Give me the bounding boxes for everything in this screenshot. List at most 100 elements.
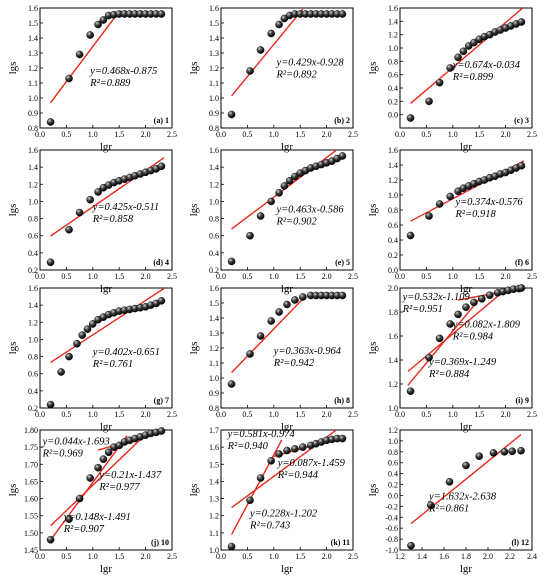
x-tick-label: 1.0 <box>269 272 279 281</box>
x-tick-label: 0.5 <box>242 552 252 561</box>
x-tick-label: 1.5 <box>295 410 305 419</box>
data-point <box>445 478 454 486</box>
x-tick-label: 1.0 <box>269 130 279 139</box>
data-point <box>283 446 291 455</box>
y-tick-label: 1.1 <box>209 529 219 538</box>
y-tick-label: 0.8 <box>388 448 398 457</box>
y-tick-label: 1.6 <box>28 284 38 293</box>
data-point <box>338 152 347 160</box>
y-tick-label: 1.7 <box>209 426 219 435</box>
y-tick-label: 1.6 <box>28 146 38 155</box>
y-axis-label: lgs <box>7 204 19 217</box>
y-tick-label: 1.0 <box>209 197 219 206</box>
data-point <box>99 455 108 463</box>
data-point <box>246 231 254 240</box>
y-tick-label: 0.0 <box>388 111 398 120</box>
panel-l: 1.2 1.4 1.6 1.8 2.0 2.2 2.4 -1.0 -0.8 -0.6 -0.4 -0.… <box>367 426 537 575</box>
y-tick-label: 0.0 <box>388 266 398 275</box>
fit-line <box>230 439 283 535</box>
y-axis-label: lgs <box>7 342 19 355</box>
data-point <box>78 331 87 339</box>
fit-equation: y=0.429x-0.928 <box>275 58 344 69</box>
x-tick-label: 1.5 <box>474 410 484 419</box>
data-point <box>446 320 454 328</box>
data-point <box>227 110 236 119</box>
y-tick-label: 0.2 <box>388 251 398 260</box>
y-tick-label: 1.4 <box>388 17 398 26</box>
y-tick-label: 0.4 <box>28 249 38 258</box>
x-axis-label: lgr <box>460 421 473 433</box>
x-tick-label: 2.0 <box>322 130 332 139</box>
x-tick-label: 1.6 <box>439 552 449 561</box>
x-tick-label: 0.0 <box>35 272 45 281</box>
y-tick-label: 1.2 <box>388 380 398 389</box>
y-tick-label: 0.6 <box>388 71 398 80</box>
data-point <box>435 334 444 343</box>
y-tick-label: 1.0 <box>388 191 398 200</box>
y-tick-label: 1.5 <box>28 19 38 28</box>
x-tick-label: 1.5 <box>295 130 305 139</box>
y-tick-label: 1.0 <box>209 94 219 103</box>
data-point <box>406 114 415 122</box>
data-point <box>517 284 526 292</box>
x-tick-label: 1.0 <box>448 410 458 419</box>
data-point <box>75 494 84 503</box>
y-tick-label: -0.2 <box>385 502 398 511</box>
fit-r2: R²=0.899 <box>452 72 494 83</box>
y-tick-label: 0.8 <box>28 215 38 224</box>
x-tick-label: 2.0 <box>322 410 332 419</box>
fit-line <box>231 150 338 230</box>
panel-label: (h) 8 <box>334 396 350 405</box>
x-tick-label: 1.2 <box>395 552 405 561</box>
y-tick-label: 1.75 <box>24 443 38 452</box>
y-tick-label: 0.6 <box>388 459 398 468</box>
y-tick-label: 0.8 <box>388 57 398 66</box>
fit-equation: y=0.468x-0.875 <box>89 66 157 77</box>
fit-line <box>50 288 165 364</box>
fit-equation: y=0.463x-0.586 <box>275 204 344 215</box>
data-point <box>338 291 347 300</box>
data-point <box>46 118 55 126</box>
x-tick-label: 2.5 <box>348 410 358 419</box>
data-point <box>75 208 84 217</box>
panel-d: 0.0 0.5 1.0 1.5 2.0 2.5 0.2 0.4 0.6 0.8 1.0 1.2 1.4 1… <box>7 146 177 295</box>
fit-r2: R²=0.861 <box>428 504 469 515</box>
data-point <box>256 332 265 340</box>
data-point <box>500 448 509 456</box>
data-point <box>267 457 275 465</box>
y-tick-label: 1.5 <box>209 299 219 308</box>
fit-equation: y=0.425x-0.511 <box>92 202 159 213</box>
data-point <box>406 387 415 396</box>
fit-r2: R²=0.951 <box>402 304 443 315</box>
panel-c: 0.0 0.5 1.0 1.5 2.0 2.5 0.0 0.2 0.4 0.6 0.8 1.0 1.2 1… <box>367 4 537 153</box>
data-point <box>57 368 65 376</box>
x-tick-label: 2.5 <box>527 130 537 139</box>
data-point <box>517 446 525 455</box>
y-tick-label: 1.0 <box>388 44 398 53</box>
x-tick-label: 2.0 <box>322 552 332 561</box>
x-tick-label: 1.8 <box>461 552 471 561</box>
y-tick-label: 1.4 <box>209 314 219 323</box>
y-axis-label: lgs <box>188 62 200 75</box>
x-tick-label: 1.5 <box>474 130 484 139</box>
x-tick-label: 2.5 <box>167 130 177 139</box>
y-tick-label: 1.80 <box>24 426 38 435</box>
data-point <box>454 53 462 62</box>
panel-label: (c) 3 <box>514 116 529 125</box>
data-point <box>246 496 254 505</box>
x-tick-label: 0.5 <box>421 272 431 281</box>
data-point <box>435 200 444 208</box>
data-point <box>280 182 289 190</box>
data-point <box>86 474 94 482</box>
data-point <box>227 257 236 266</box>
panel-i: 0.0 0.5 1.0 1.5 2.0 2.5 1.0 1.2 1.4 1.6 1.8 2.0 lgr l… <box>367 284 537 433</box>
panel-label: (j) 10 <box>151 538 169 547</box>
x-axis-label: lgr <box>460 283 473 295</box>
fit-r2: R²=0.761 <box>92 359 133 370</box>
x-tick-label: 2.0 <box>483 552 493 561</box>
y-tick-label: 1.6 <box>388 4 398 13</box>
panel-e: 0.0 0.5 1.0 1.5 2.0 2.5 0.2 0.4 0.6 0.8 1.0 1.2 1.4 1… <box>188 146 358 295</box>
fit-r2: R²=0.907 <box>63 524 105 535</box>
x-tick-label: 0.0 <box>35 552 45 561</box>
y-tick-label: 1.2 <box>28 64 38 73</box>
